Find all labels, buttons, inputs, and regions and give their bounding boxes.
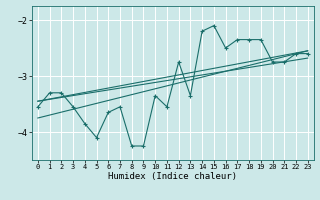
X-axis label: Humidex (Indice chaleur): Humidex (Indice chaleur) [108,172,237,181]
